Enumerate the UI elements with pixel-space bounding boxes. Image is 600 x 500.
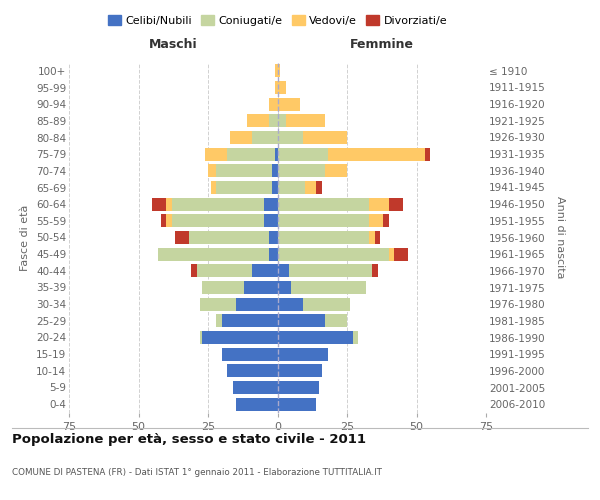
Bar [369,231,375,244]
Bar [277,314,325,328]
Bar [269,98,277,110]
Bar [277,198,369,210]
Bar [200,298,236,310]
Bar [166,214,172,228]
Bar [277,381,319,394]
Bar [222,314,277,328]
Bar [191,264,197,278]
Y-axis label: Fasce di età: Fasce di età [20,204,31,270]
Bar [325,164,347,177]
Bar [292,281,367,294]
Bar [328,148,425,160]
Bar [277,214,369,228]
Bar [253,264,277,278]
Bar [425,148,430,160]
Bar [158,248,269,260]
Bar [200,331,202,344]
Bar [227,148,275,160]
Legend: Celibi/Nubili, Coniugati/e, Vedovi/e, Divorziati/e: Celibi/Nubili, Coniugati/e, Vedovi/e, Di… [103,10,452,30]
Bar [277,181,305,194]
Bar [286,114,325,128]
Bar [217,181,272,194]
Bar [217,164,272,177]
Bar [166,198,172,210]
Text: Popolazione per età, sesso e stato civile - 2011: Popolazione per età, sesso e stato civil… [12,432,366,446]
Bar [372,264,377,278]
Text: Femmine: Femmine [350,38,414,52]
Bar [316,181,322,194]
Bar [394,248,408,260]
Bar [305,181,316,194]
Bar [277,264,289,278]
Bar [269,231,277,244]
Bar [325,314,347,328]
Bar [277,64,280,78]
Bar [275,81,277,94]
Bar [277,348,328,360]
Bar [353,331,358,344]
Bar [275,64,277,78]
Bar [277,298,302,310]
Bar [175,231,188,244]
Bar [302,131,347,144]
Bar [202,331,277,344]
Bar [233,381,277,394]
Bar [227,364,277,378]
Bar [236,398,277,410]
Bar [172,214,263,228]
Bar [247,114,269,128]
Bar [211,181,217,194]
Bar [253,131,277,144]
Text: Maschi: Maschi [149,38,197,52]
Bar [369,214,383,228]
Bar [389,248,394,260]
Bar [277,331,353,344]
Bar [277,281,292,294]
Text: COMUNE DI PASTENA (FR) - Dati ISTAT 1° gennaio 2011 - Elaborazione TUTTITALIA.IT: COMUNE DI PASTENA (FR) - Dati ISTAT 1° g… [12,468,382,477]
Bar [172,198,263,210]
Bar [244,281,277,294]
Bar [277,364,322,378]
Bar [272,164,277,177]
Bar [263,198,277,210]
Bar [375,231,380,244]
Bar [277,98,300,110]
Bar [277,231,369,244]
Bar [389,198,403,210]
Bar [277,164,325,177]
Bar [230,131,253,144]
Bar [272,181,277,194]
Bar [383,214,389,228]
Bar [161,214,166,228]
Bar [289,264,372,278]
Y-axis label: Anni di nascita: Anni di nascita [555,196,565,278]
Bar [222,348,277,360]
Bar [197,264,253,278]
Bar [277,81,286,94]
Bar [277,248,389,260]
Bar [269,114,277,128]
Bar [236,298,277,310]
Bar [302,298,350,310]
Bar [275,148,277,160]
Bar [369,198,389,210]
Bar [277,148,328,160]
Bar [269,248,277,260]
Bar [277,131,302,144]
Bar [188,231,269,244]
Bar [202,281,244,294]
Bar [277,398,316,410]
Bar [277,114,286,128]
Bar [217,314,222,328]
Bar [152,198,166,210]
Bar [205,148,227,160]
Bar [263,214,277,228]
Bar [208,164,217,177]
